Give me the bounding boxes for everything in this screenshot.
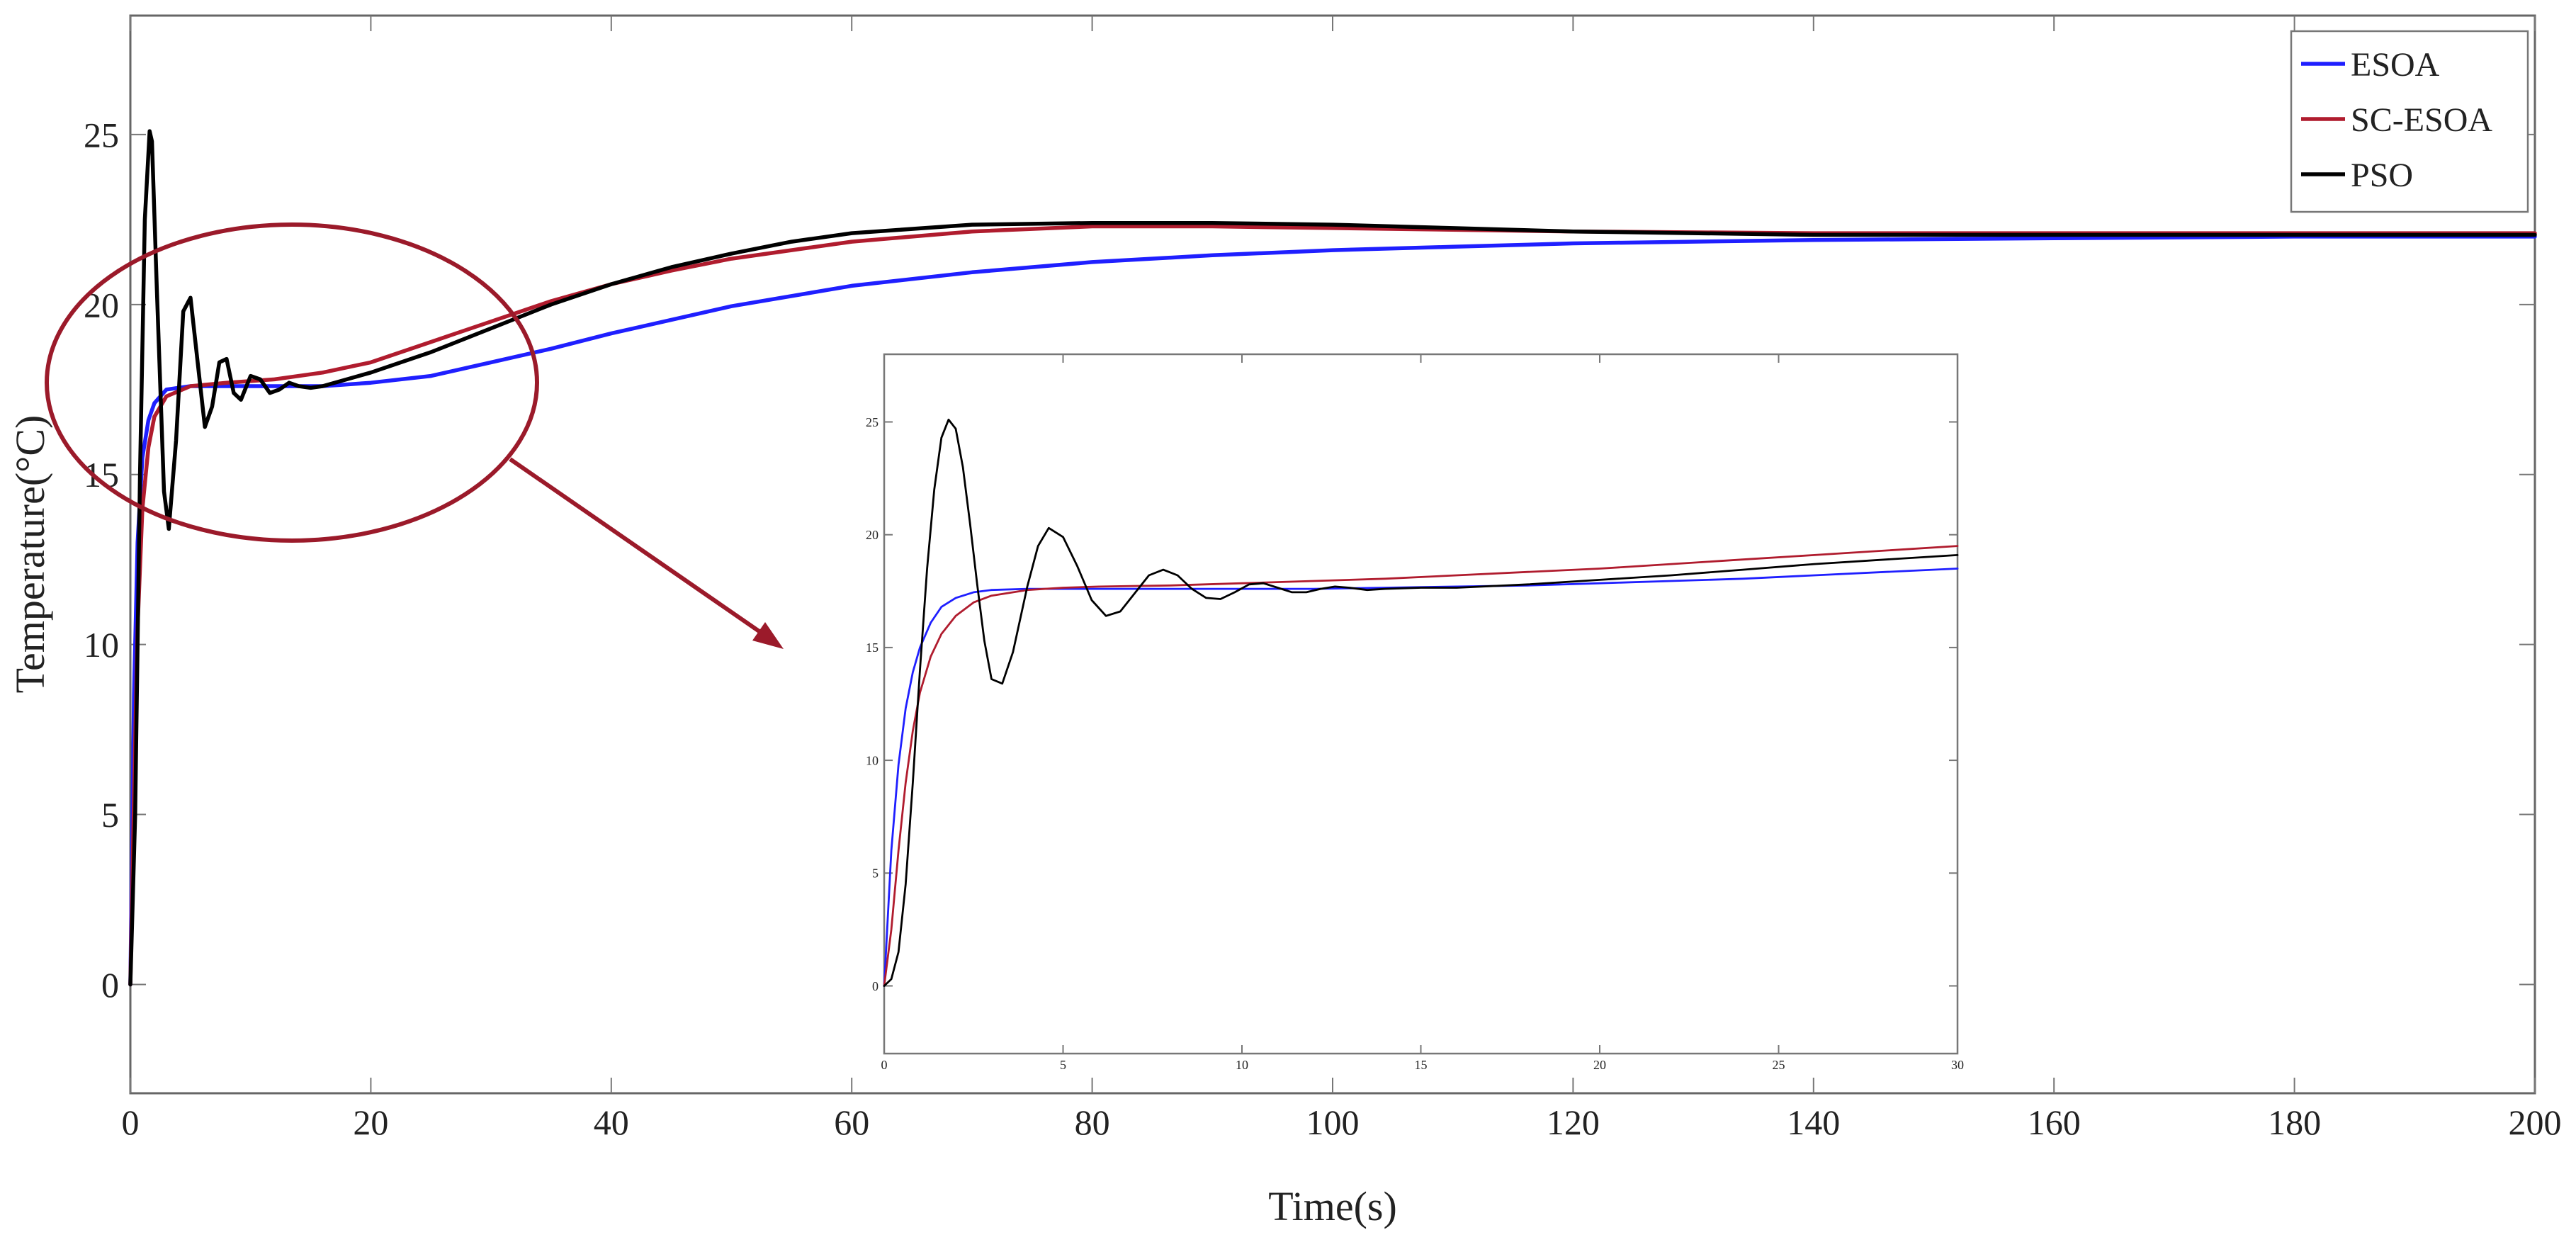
inset-x-tick-label: 20 (1593, 1058, 1606, 1072)
inset-x-tick-label: 15 (1415, 1058, 1428, 1072)
main-y-tick-label: 15 (84, 455, 119, 495)
inset-x-tick-label: 5 (1060, 1058, 1066, 1072)
inset-x-tick-label: 30 (1951, 1058, 1964, 1072)
legend: ESOA SC-ESOA PSO (2290, 30, 2529, 213)
main-y-tick-label: 5 (101, 795, 119, 835)
inset-y-tick-label: 0 (872, 979, 879, 993)
main-x-tick-label: 160 (2028, 1102, 2081, 1142)
main-x-tick-label: 0 (122, 1102, 140, 1142)
main-x-tick-label: 100 (1306, 1102, 1360, 1142)
highlight-ellipse (45, 222, 539, 543)
inset-series-pso (883, 418, 1959, 987)
main-x-tick-label: 60 (834, 1102, 869, 1142)
main-x-tick-label: 140 (1787, 1102, 1840, 1142)
inset-y-tick-label: 15 (866, 641, 879, 655)
main-y-tick-label: 20 (84, 285, 119, 325)
zoom-arrow-line (509, 457, 771, 641)
inset-y-tick-label: 5 (872, 867, 879, 881)
legend-label-sc-esoa: SC-ESOA (2351, 101, 2492, 139)
legend-label-esoa: ESOA (2351, 46, 2440, 84)
main-x-tick-label: 80 (1075, 1102, 1110, 1142)
y-axis-label: Temperature(°C) (7, 415, 53, 694)
inset-y-tick-label: 20 (866, 528, 879, 542)
inset-series-sc-esoa (883, 545, 1959, 987)
zoom-arrow-head (752, 622, 784, 649)
main-y-tick-label: 0 (101, 965, 119, 1005)
main-x-tick-label: 120 (1547, 1102, 1600, 1142)
inset-series-esoa (883, 568, 1959, 987)
inset-x-tick-label: 0 (881, 1058, 888, 1072)
main-x-tick-label: 200 (2509, 1102, 2562, 1142)
legend-label-pso: PSO (2351, 157, 2413, 194)
inset-axis-ticks: 0 5 10 15 20 25 30 0 5 10 15 20 25 (866, 354, 1964, 1072)
inset-x-tick-label: 10 (1236, 1058, 1248, 1072)
inset-y-tick-label: 25 (866, 415, 879, 429)
main-y-tick-label: 25 (84, 115, 119, 154)
inset-plot-frame (883, 353, 1959, 1055)
main-x-tick-label: 40 (594, 1102, 629, 1142)
inset-x-tick-label: 25 (1773, 1058, 1785, 1072)
x-axis-label: Time(s) (1268, 1183, 1397, 1229)
inset-plot-area (883, 353, 1959, 1055)
inset-series-group (883, 418, 1959, 987)
main-x-tick-label: 20 (353, 1102, 388, 1142)
annotation-group (45, 222, 784, 649)
legend-box (2290, 30, 2529, 213)
main-series-esoa (128, 235, 2537, 987)
main-x-tick-label: 180 (2268, 1102, 2321, 1142)
main-y-tick-label: 10 (84, 625, 119, 665)
inset-y-tick-label: 10 (866, 753, 879, 767)
